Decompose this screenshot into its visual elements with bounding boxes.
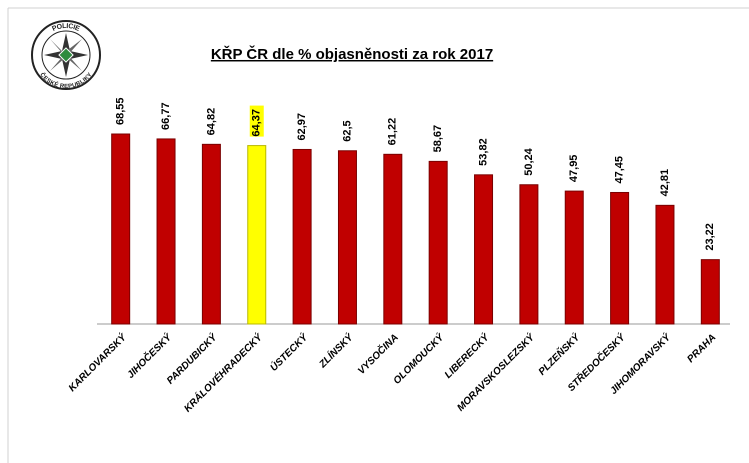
value-label: 68,55	[115, 97, 127, 125]
value-label: 64,82	[205, 108, 217, 136]
value-label: 61,22	[387, 118, 399, 146]
bar	[428, 160, 448, 325]
chart-title: KŘP ČR dle % objasněnosti za rok 2017	[211, 45, 493, 63]
x-tick-label: KRÁLOVÉHRADECKÝ	[181, 330, 266, 415]
bar	[610, 191, 630, 325]
logo-top: POLICIE	[51, 23, 81, 33]
x-tick-label: MORAVSKOSLEZSKÝ	[454, 330, 538, 414]
bar	[156, 138, 176, 325]
bar	[655, 204, 675, 325]
value-label: 47,95	[568, 155, 580, 183]
x-tick-label: PLZEŇSKÝ	[535, 330, 583, 378]
bar	[519, 184, 539, 325]
x-tick-label: KARLOVARSKÝ	[65, 330, 129, 394]
value-label: 64,37	[251, 109, 263, 137]
x-tick-label: JIHOČESKÝ	[124, 330, 175, 381]
logo: POLICIE ČESKÉ REPUBLIKY	[31, 20, 101, 90]
x-tick-label: VYSOČINA	[355, 331, 401, 377]
bar	[474, 174, 494, 325]
bar	[111, 133, 131, 325]
x-tick-label: LIBERECKÝ	[441, 330, 492, 381]
value-label: 53,82	[477, 138, 489, 166]
x-tick-label: PRAHA	[685, 332, 718, 365]
bar	[383, 153, 403, 325]
value-label: 66,77	[160, 102, 172, 130]
value-label: 47,45	[614, 156, 626, 184]
bar	[292, 148, 312, 325]
x-tick-label: ZLÍNSKÝ	[315, 330, 356, 371]
value-label: 62,5	[341, 120, 353, 141]
value-label: 58,67	[432, 125, 444, 153]
x-tick-label: ÚSTECKÝ	[267, 330, 311, 374]
value-label: 23,22	[704, 223, 716, 251]
bar	[337, 150, 357, 325]
value-label: 42,81	[659, 169, 671, 197]
value-label: 62,97	[296, 113, 308, 141]
bar	[247, 145, 267, 325]
value-label-highlight	[249, 105, 264, 137]
bar	[700, 259, 720, 325]
bar	[201, 143, 221, 325]
value-label: 50,24	[523, 147, 535, 175]
bar	[564, 190, 584, 325]
